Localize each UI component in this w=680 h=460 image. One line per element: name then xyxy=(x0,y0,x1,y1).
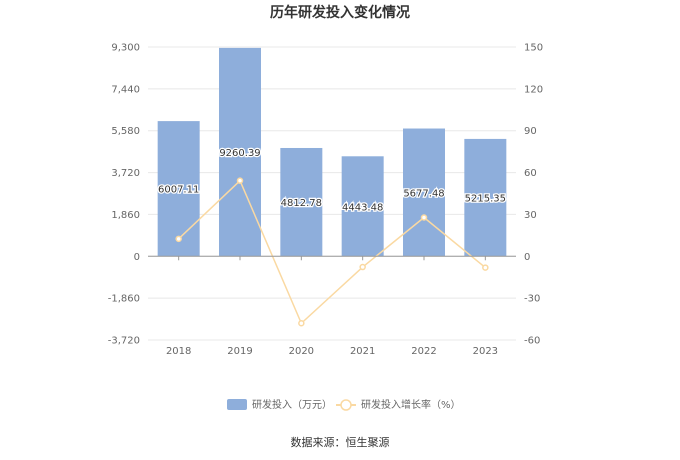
growth-point xyxy=(175,235,182,243)
y-right-tick-label: -30 xyxy=(524,294,540,305)
legend-line-marker xyxy=(340,399,352,411)
x-tick-label: 2022 xyxy=(411,346,436,357)
left-axis: 9,300 7,440 5,580 3,720 1,860 0 -1,860 -3,720 xyxy=(108,43,140,347)
bar xyxy=(464,138,507,257)
x-tick-label: 2020 xyxy=(289,346,314,357)
x-axis: 2018 2019 2020 2021 2022 2023 xyxy=(148,255,516,357)
bar xyxy=(157,121,200,257)
y-left-tick-label: -3,720 xyxy=(108,336,140,347)
bar-value-label: 5677.48 xyxy=(403,188,444,199)
y-right-tick-label: 0 xyxy=(524,252,530,263)
bar-value-label: 6007.11 xyxy=(158,185,199,196)
line-series xyxy=(175,177,489,327)
y-left-tick-label: 9,300 xyxy=(111,43,140,54)
x-tick-label: 2021 xyxy=(350,346,375,357)
y-right-tick-label: 30 xyxy=(524,210,537,221)
legend-bar-swatch xyxy=(227,399,247,410)
y-left-tick-label: -1,860 xyxy=(108,294,140,305)
y-left-tick-label: 1,860 xyxy=(111,210,140,221)
legend-bar-label: 研发投入（万元） xyxy=(252,398,332,411)
y-right-tick-label: 60 xyxy=(524,168,537,179)
y-right-tick-label: 90 xyxy=(524,126,537,137)
growth-point xyxy=(420,214,428,221)
y-left-tick-label: 5,580 xyxy=(111,126,140,137)
bar xyxy=(280,147,323,257)
growth-point xyxy=(298,320,305,327)
bar xyxy=(219,47,261,257)
x-tick-label: 2018 xyxy=(166,346,191,357)
growth-point xyxy=(359,263,366,271)
source-note: 数据来源：恒生聚源 xyxy=(291,435,390,449)
legend: 研发投入（万元） 研发投入增长率（%） xyxy=(227,398,461,411)
bar-series xyxy=(157,47,507,257)
legend-line-label: 研发投入增长率（%） xyxy=(361,398,461,411)
growth-point xyxy=(482,264,489,271)
bar-value-label: 9260.39 xyxy=(219,148,260,159)
x-tick-label: 2023 xyxy=(473,346,498,357)
bar-value-label: 5215.35 xyxy=(465,194,506,205)
bar-labels: 6007.11 9260.39 4812.78 4443.48 5677.48 5215.… xyxy=(157,147,508,215)
y-left-tick-label: 0 xyxy=(134,252,140,263)
growth-point xyxy=(236,177,244,184)
chart-title: 历年研发投入变化情况 xyxy=(270,4,410,21)
x-tick-label: 2019 xyxy=(227,346,252,357)
y-right-tick-label: -60 xyxy=(524,336,540,347)
bar-value-label: 4812.78 xyxy=(281,198,322,209)
y-left-tick-label: 7,440 xyxy=(111,84,140,95)
growth-line xyxy=(178,179,486,325)
y-right-tick-label: 150 xyxy=(524,43,543,54)
y-left-tick-label: 3,720 xyxy=(111,168,140,179)
y-right-tick-label: 120 xyxy=(524,84,543,95)
bar-value-label: 4443.48 xyxy=(342,202,383,213)
bar xyxy=(403,128,445,257)
bar xyxy=(341,156,384,257)
right-axis: 150 120 90 60 30 0 -30 -60 xyxy=(524,43,543,347)
